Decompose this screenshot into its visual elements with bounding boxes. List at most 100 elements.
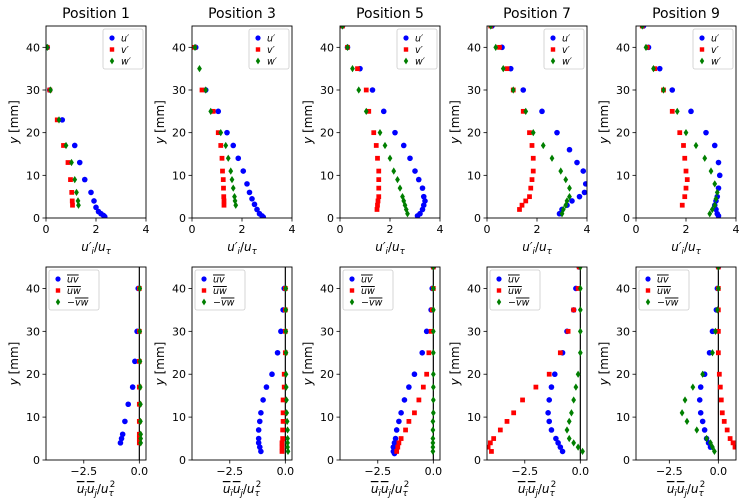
- data-point-square: [416, 397, 422, 403]
- data-point-diamond: [709, 205, 715, 214]
- data-point-square: [519, 202, 525, 208]
- y-tick-label: 0: [474, 454, 481, 467]
- data-point-diamond: [559, 210, 565, 218]
- data-point-circle: [255, 427, 262, 433]
- plot-frame: [191, 266, 293, 461]
- data-point-circle: [555, 440, 561, 446]
- data-point-circle: [396, 418, 402, 425]
- label-part: j: [534, 489, 538, 499]
- data-point-square: [70, 202, 75, 208]
- label-part: u: [98, 240, 106, 254]
- data-point-diamond: [430, 383, 436, 391]
- label-part: u: [677, 482, 685, 496]
- legend-part: u: [267, 34, 273, 45]
- legend-label: w′: [121, 57, 132, 68]
- label-part: τ: [254, 489, 260, 499]
- data-point-diamond: [377, 129, 383, 137]
- y-tick-label: 30: [172, 325, 186, 338]
- subplot-title: Position 5: [356, 6, 424, 22]
- data-point-circle: [420, 193, 427, 200]
- data-point-circle: [697, 384, 704, 390]
- legend: u′v′w′: [248, 28, 290, 70]
- legend-part: ′: [421, 34, 424, 45]
- data-point-diamond: [208, 107, 214, 115]
- label-part: u: [233, 482, 241, 496]
- legend-part: ′: [568, 34, 571, 45]
- data-point-circle: [520, 87, 527, 93]
- data-point-diamond: [577, 267, 583, 271]
- plot-frame: [339, 25, 441, 219]
- y-tick-label: 20: [467, 368, 481, 381]
- data-point-diamond: [285, 439, 290, 447]
- legend-part: u: [415, 34, 421, 45]
- data-point-diamond: [382, 141, 388, 150]
- y-tick-label: 30: [172, 84, 186, 97]
- data-point-square: [420, 384, 426, 390]
- data-point-diamond: [356, 86, 362, 94]
- data-point-square: [533, 384, 539, 390]
- data-point-square: [280, 397, 286, 403]
- data-point-diamond: [430, 349, 436, 357]
- data-point-circle: [255, 435, 262, 442]
- plot-frame: [339, 266, 441, 461]
- y-tick-label: 10: [616, 411, 630, 424]
- data-point-diamond: [693, 141, 699, 150]
- label-part: τ: [402, 489, 408, 499]
- data-point-diamond: [284, 417, 290, 426]
- data-point-diamond: [203, 86, 209, 94]
- data-point-circle: [545, 410, 551, 416]
- data-point-diamond: [430, 443, 436, 451]
- data-point-diamond: [523, 107, 529, 115]
- legend-part: vw: [369, 298, 383, 309]
- data-point-circle: [406, 384, 412, 390]
- data-point-diamond: [285, 447, 291, 456]
- data-point-circle: [117, 440, 124, 446]
- data-point-square: [571, 307, 577, 313]
- data-point-circle: [76, 159, 83, 166]
- data-point-square: [682, 155, 688, 161]
- data-point-square: [530, 155, 536, 161]
- y-tick-label: 0: [623, 454, 630, 467]
- data-point-square: [527, 130, 532, 136]
- x-axis-label-text: uiuj/uτ2: [223, 480, 261, 499]
- data-point-square: [412, 410, 417, 416]
- data-point-diamond: [56, 116, 62, 124]
- data-point-circle: [249, 196, 255, 202]
- data-point-circle: [553, 435, 559, 442]
- legend-label: w′: [562, 57, 573, 68]
- label-part: τ: [698, 489, 704, 499]
- x-tick-label: 0: [43, 223, 50, 236]
- y-tick-label: 0: [179, 212, 186, 225]
- legend-part: w: [415, 57, 423, 68]
- y-axis-label: y [mm]: [448, 342, 462, 387]
- legend-part: vw: [75, 298, 89, 309]
- label-part: y: [597, 136, 611, 145]
- data-layer: [255, 284, 291, 456]
- data-point-diamond: [230, 184, 236, 192]
- data-point-diamond: [138, 417, 143, 426]
- legend-part: ′: [570, 57, 573, 68]
- y-tick-label: 10: [26, 411, 40, 424]
- data-point-circle: [546, 397, 553, 403]
- legend-label: u′: [121, 34, 130, 45]
- data-point-diamond: [72, 175, 78, 184]
- x-tick-label: −2.5: [70, 465, 97, 478]
- data-point-diamond: [500, 65, 506, 73]
- data-point-square: [546, 371, 552, 377]
- data-point-circle: [132, 358, 138, 365]
- legend-marker-circle: [496, 276, 502, 282]
- data-point-diamond: [563, 175, 569, 184]
- legend-marker-circle: [55, 276, 61, 282]
- data-point-diamond: [577, 327, 583, 335]
- x-tick-label: 4: [289, 223, 296, 236]
- data-point-square: [219, 155, 225, 161]
- legend-part: uw: [361, 286, 375, 297]
- legend-part: vw: [221, 298, 235, 309]
- y-tick-label: 10: [616, 169, 630, 182]
- y-axis-label-text: y [mm]: [7, 342, 21, 387]
- y-tick-label: 40: [616, 282, 630, 295]
- data-point-circle: [274, 349, 281, 356]
- data-point-square: [69, 190, 75, 195]
